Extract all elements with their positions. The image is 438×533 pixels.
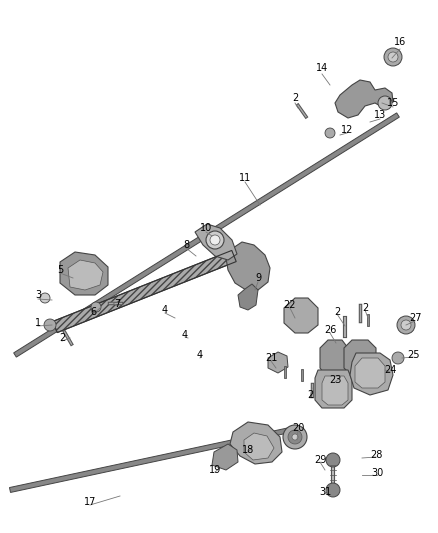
- Polygon shape: [268, 352, 288, 373]
- Text: 15: 15: [387, 98, 399, 108]
- Ellipse shape: [292, 434, 298, 440]
- Ellipse shape: [378, 96, 392, 110]
- Polygon shape: [60, 252, 108, 295]
- Bar: [53, 251, 236, 333]
- Polygon shape: [350, 353, 393, 395]
- Polygon shape: [344, 340, 376, 376]
- Text: 19: 19: [209, 465, 221, 475]
- Ellipse shape: [384, 48, 402, 66]
- Polygon shape: [68, 260, 103, 290]
- Polygon shape: [320, 340, 348, 376]
- Ellipse shape: [283, 425, 307, 449]
- Text: 21: 21: [265, 353, 277, 363]
- Text: 22: 22: [284, 300, 296, 310]
- Polygon shape: [226, 242, 270, 290]
- Text: 4: 4: [182, 330, 188, 340]
- Text: 7: 7: [114, 299, 120, 309]
- Ellipse shape: [326, 453, 340, 467]
- Polygon shape: [322, 376, 348, 405]
- Text: 4: 4: [197, 350, 203, 360]
- Text: 2: 2: [334, 307, 340, 317]
- Bar: [53, 251, 236, 333]
- Polygon shape: [315, 370, 352, 408]
- Text: 28: 28: [370, 450, 382, 460]
- Text: 16: 16: [394, 37, 406, 47]
- Ellipse shape: [325, 128, 335, 138]
- Ellipse shape: [206, 231, 224, 249]
- Text: 8: 8: [183, 240, 189, 250]
- Text: 18: 18: [242, 445, 254, 455]
- Ellipse shape: [40, 293, 50, 303]
- Bar: [10, 427, 290, 492]
- Text: 27: 27: [409, 313, 421, 323]
- Text: 2: 2: [292, 93, 298, 103]
- Text: 4: 4: [162, 305, 168, 315]
- Ellipse shape: [288, 430, 302, 444]
- Ellipse shape: [401, 320, 411, 330]
- Text: 1: 1: [35, 318, 41, 328]
- Text: 14: 14: [316, 63, 328, 73]
- Ellipse shape: [210, 235, 220, 245]
- Text: 20: 20: [292, 423, 304, 433]
- Polygon shape: [244, 433, 274, 460]
- Polygon shape: [335, 80, 393, 118]
- Polygon shape: [195, 224, 237, 260]
- Text: 2: 2: [362, 303, 368, 313]
- Text: 30: 30: [371, 468, 383, 478]
- Polygon shape: [284, 298, 318, 333]
- Text: 24: 24: [384, 365, 396, 375]
- Ellipse shape: [397, 316, 415, 334]
- Polygon shape: [355, 358, 385, 388]
- Text: 31: 31: [319, 487, 331, 497]
- Text: 25: 25: [407, 350, 419, 360]
- Bar: [53, 251, 236, 333]
- Ellipse shape: [91, 302, 101, 312]
- Text: 2: 2: [59, 333, 65, 343]
- Text: 6: 6: [90, 307, 96, 317]
- Text: 13: 13: [374, 110, 386, 120]
- Text: 9: 9: [255, 273, 261, 283]
- Polygon shape: [238, 284, 258, 310]
- Text: 23: 23: [329, 375, 341, 385]
- Text: 17: 17: [84, 497, 96, 507]
- Text: 2: 2: [307, 390, 313, 400]
- Polygon shape: [212, 444, 238, 470]
- Ellipse shape: [326, 483, 340, 497]
- Ellipse shape: [44, 319, 56, 331]
- Ellipse shape: [388, 52, 398, 62]
- Text: 29: 29: [314, 455, 326, 465]
- Text: 3: 3: [35, 290, 41, 300]
- Ellipse shape: [392, 352, 404, 364]
- Text: 26: 26: [324, 325, 336, 335]
- Text: 10: 10: [200, 223, 212, 233]
- Polygon shape: [230, 422, 282, 464]
- Text: 11: 11: [239, 173, 251, 183]
- Text: 12: 12: [341, 125, 353, 135]
- Text: 5: 5: [57, 265, 63, 275]
- Bar: [14, 113, 399, 357]
